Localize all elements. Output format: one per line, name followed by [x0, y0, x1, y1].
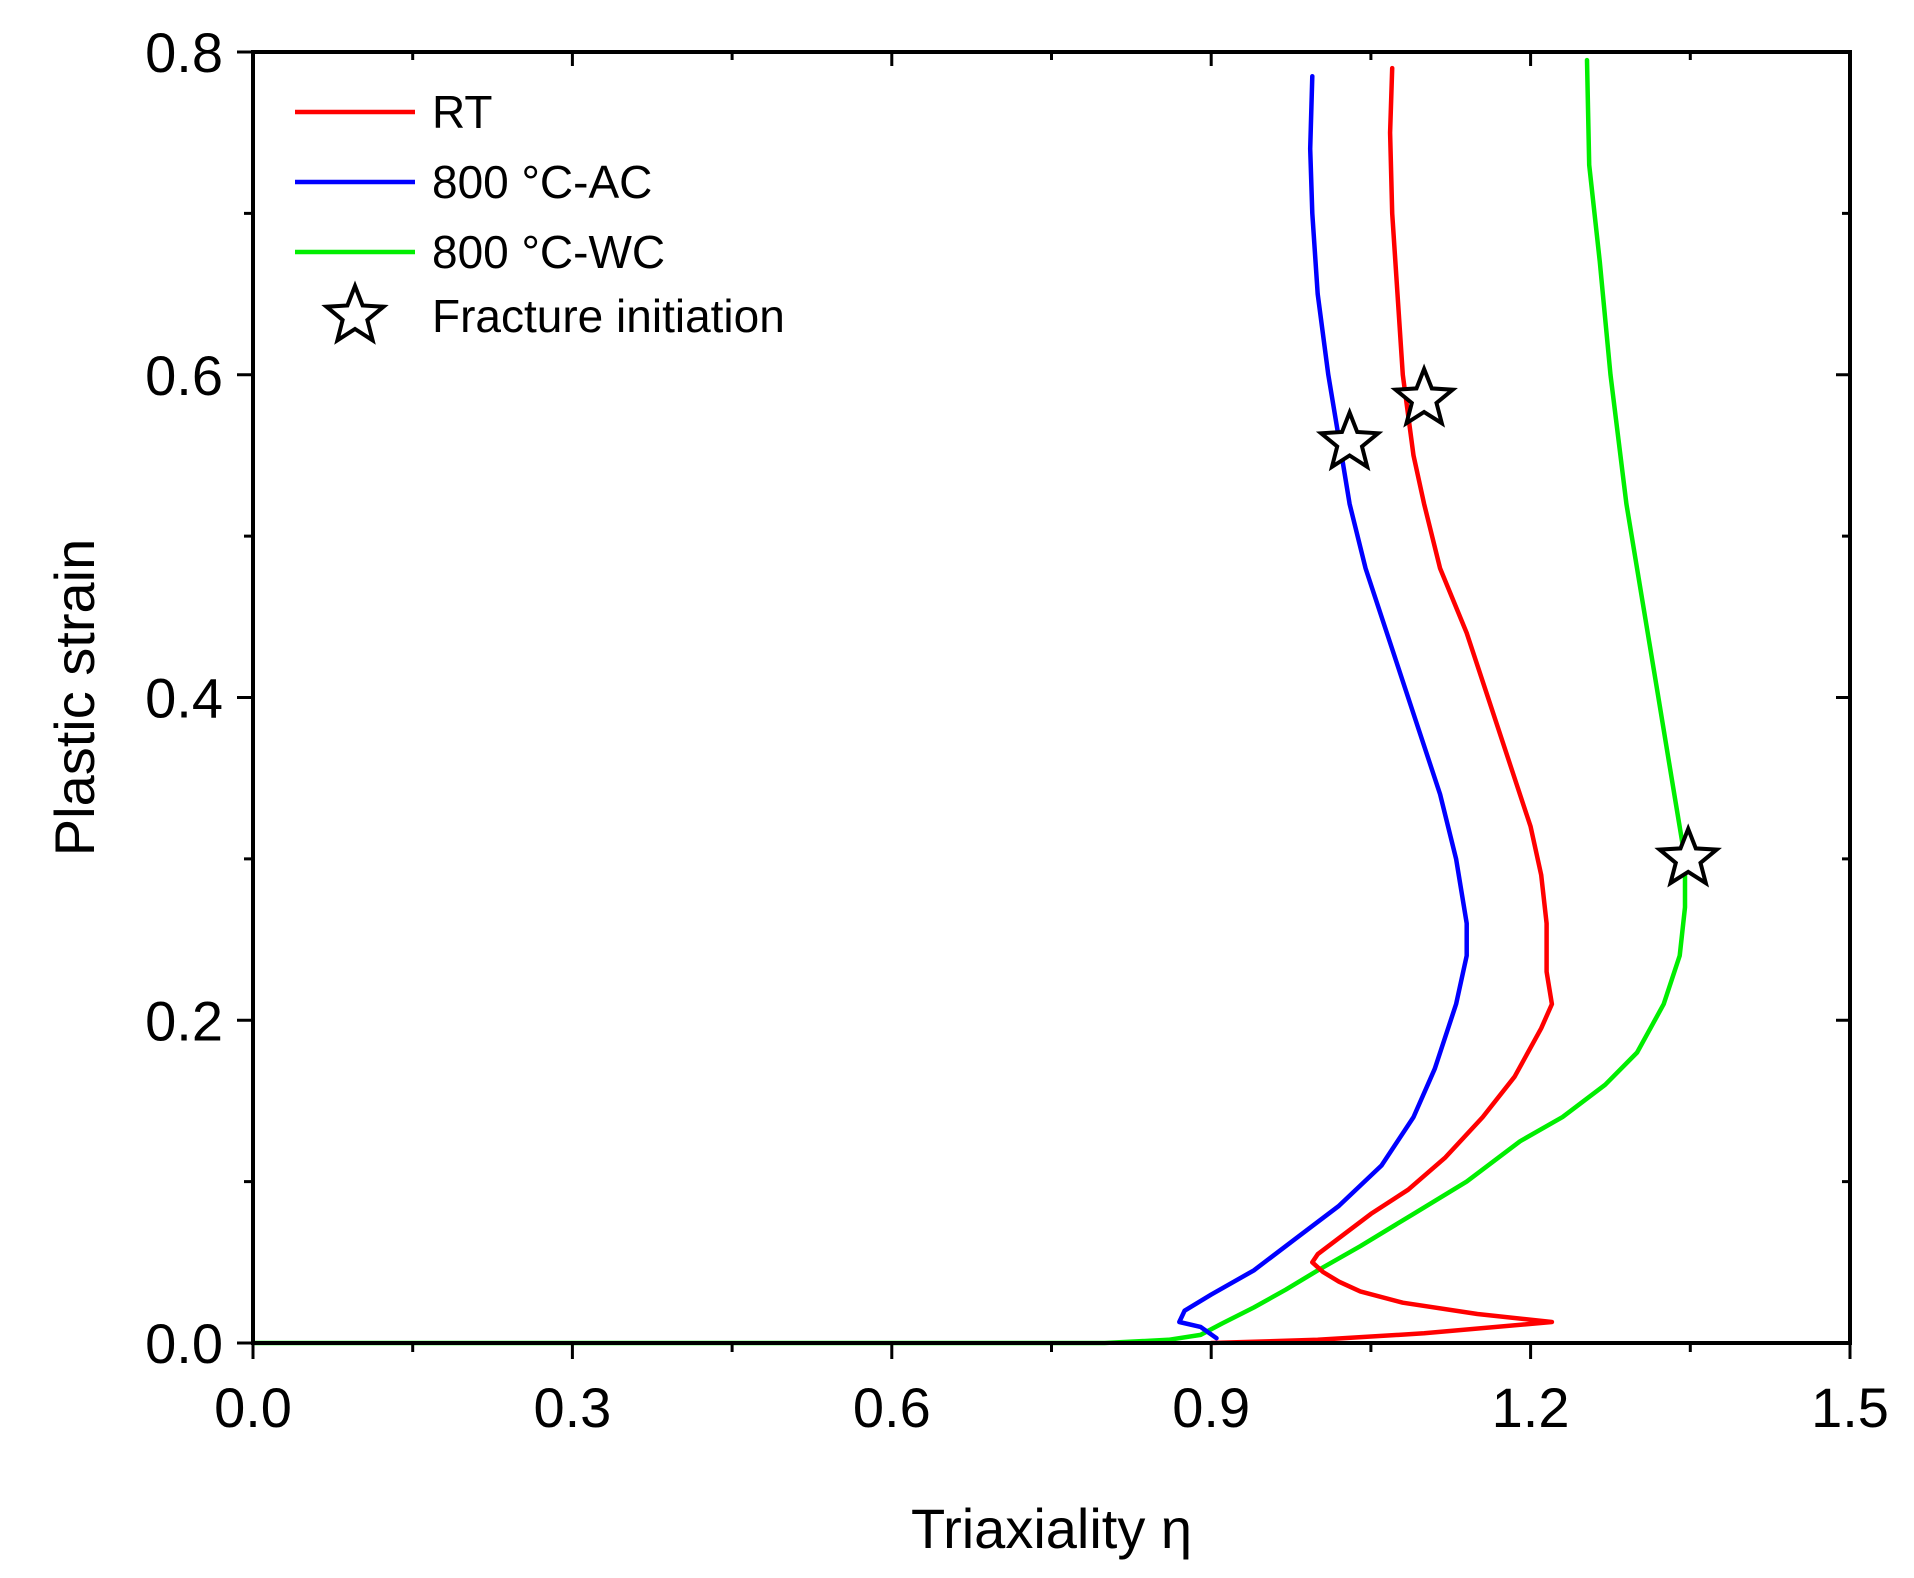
x-tick-label: 1.2 — [1492, 1376, 1570, 1439]
series-layer — [250, 57, 1688, 1346]
x-tick-label: 1.5 — [1811, 1376, 1889, 1439]
x-tick-label: 0.0 — [214, 1376, 292, 1439]
y-tick-label: 0.8 — [145, 21, 223, 84]
legend-label-rt: RT — [432, 86, 493, 138]
legend: RT 800 °C-AC 800 °C-WC Fracture initiati… — [295, 86, 785, 345]
fracture-initiation-star — [1315, 406, 1384, 472]
y-tick-label: 0.6 — [145, 344, 223, 407]
x-tick-label: 0.6 — [853, 1376, 931, 1439]
legend-label-800c-wc: 800 °C-WC — [432, 226, 665, 278]
legend-star-icon — [321, 280, 389, 345]
y-tick-label: 0.4 — [145, 667, 223, 730]
y-tick-label: 0.2 — [145, 989, 223, 1052]
x-tick-label: 0.3 — [533, 1376, 611, 1439]
series-line-800c-wc — [250, 57, 1688, 1346]
y-axis-title: Plastic strain — [43, 539, 106, 856]
legend-label-800c-ac: 800 °C-AC — [432, 156, 652, 208]
tick-layer: 0.0 0.3 0.6 0.9 1.2 1.5 0.0 0.2 0.4 0.6 0.8 — [145, 21, 1889, 1439]
x-axis-title: Triaxiality η — [911, 1497, 1192, 1560]
series-line-rt — [1208, 65, 1555, 1346]
series-line-800c-ac — [1177, 73, 1469, 1341]
fracture-initiation-star — [1654, 823, 1722, 888]
legend-label-fracture-initiation: Fracture initiation — [432, 290, 785, 342]
fracture-initiation-star — [1390, 363, 1458, 428]
x-tick-label: 0.9 — [1172, 1376, 1250, 1439]
y-tick-label: 0.0 — [145, 1312, 223, 1375]
marker-layer — [1315, 363, 1722, 888]
